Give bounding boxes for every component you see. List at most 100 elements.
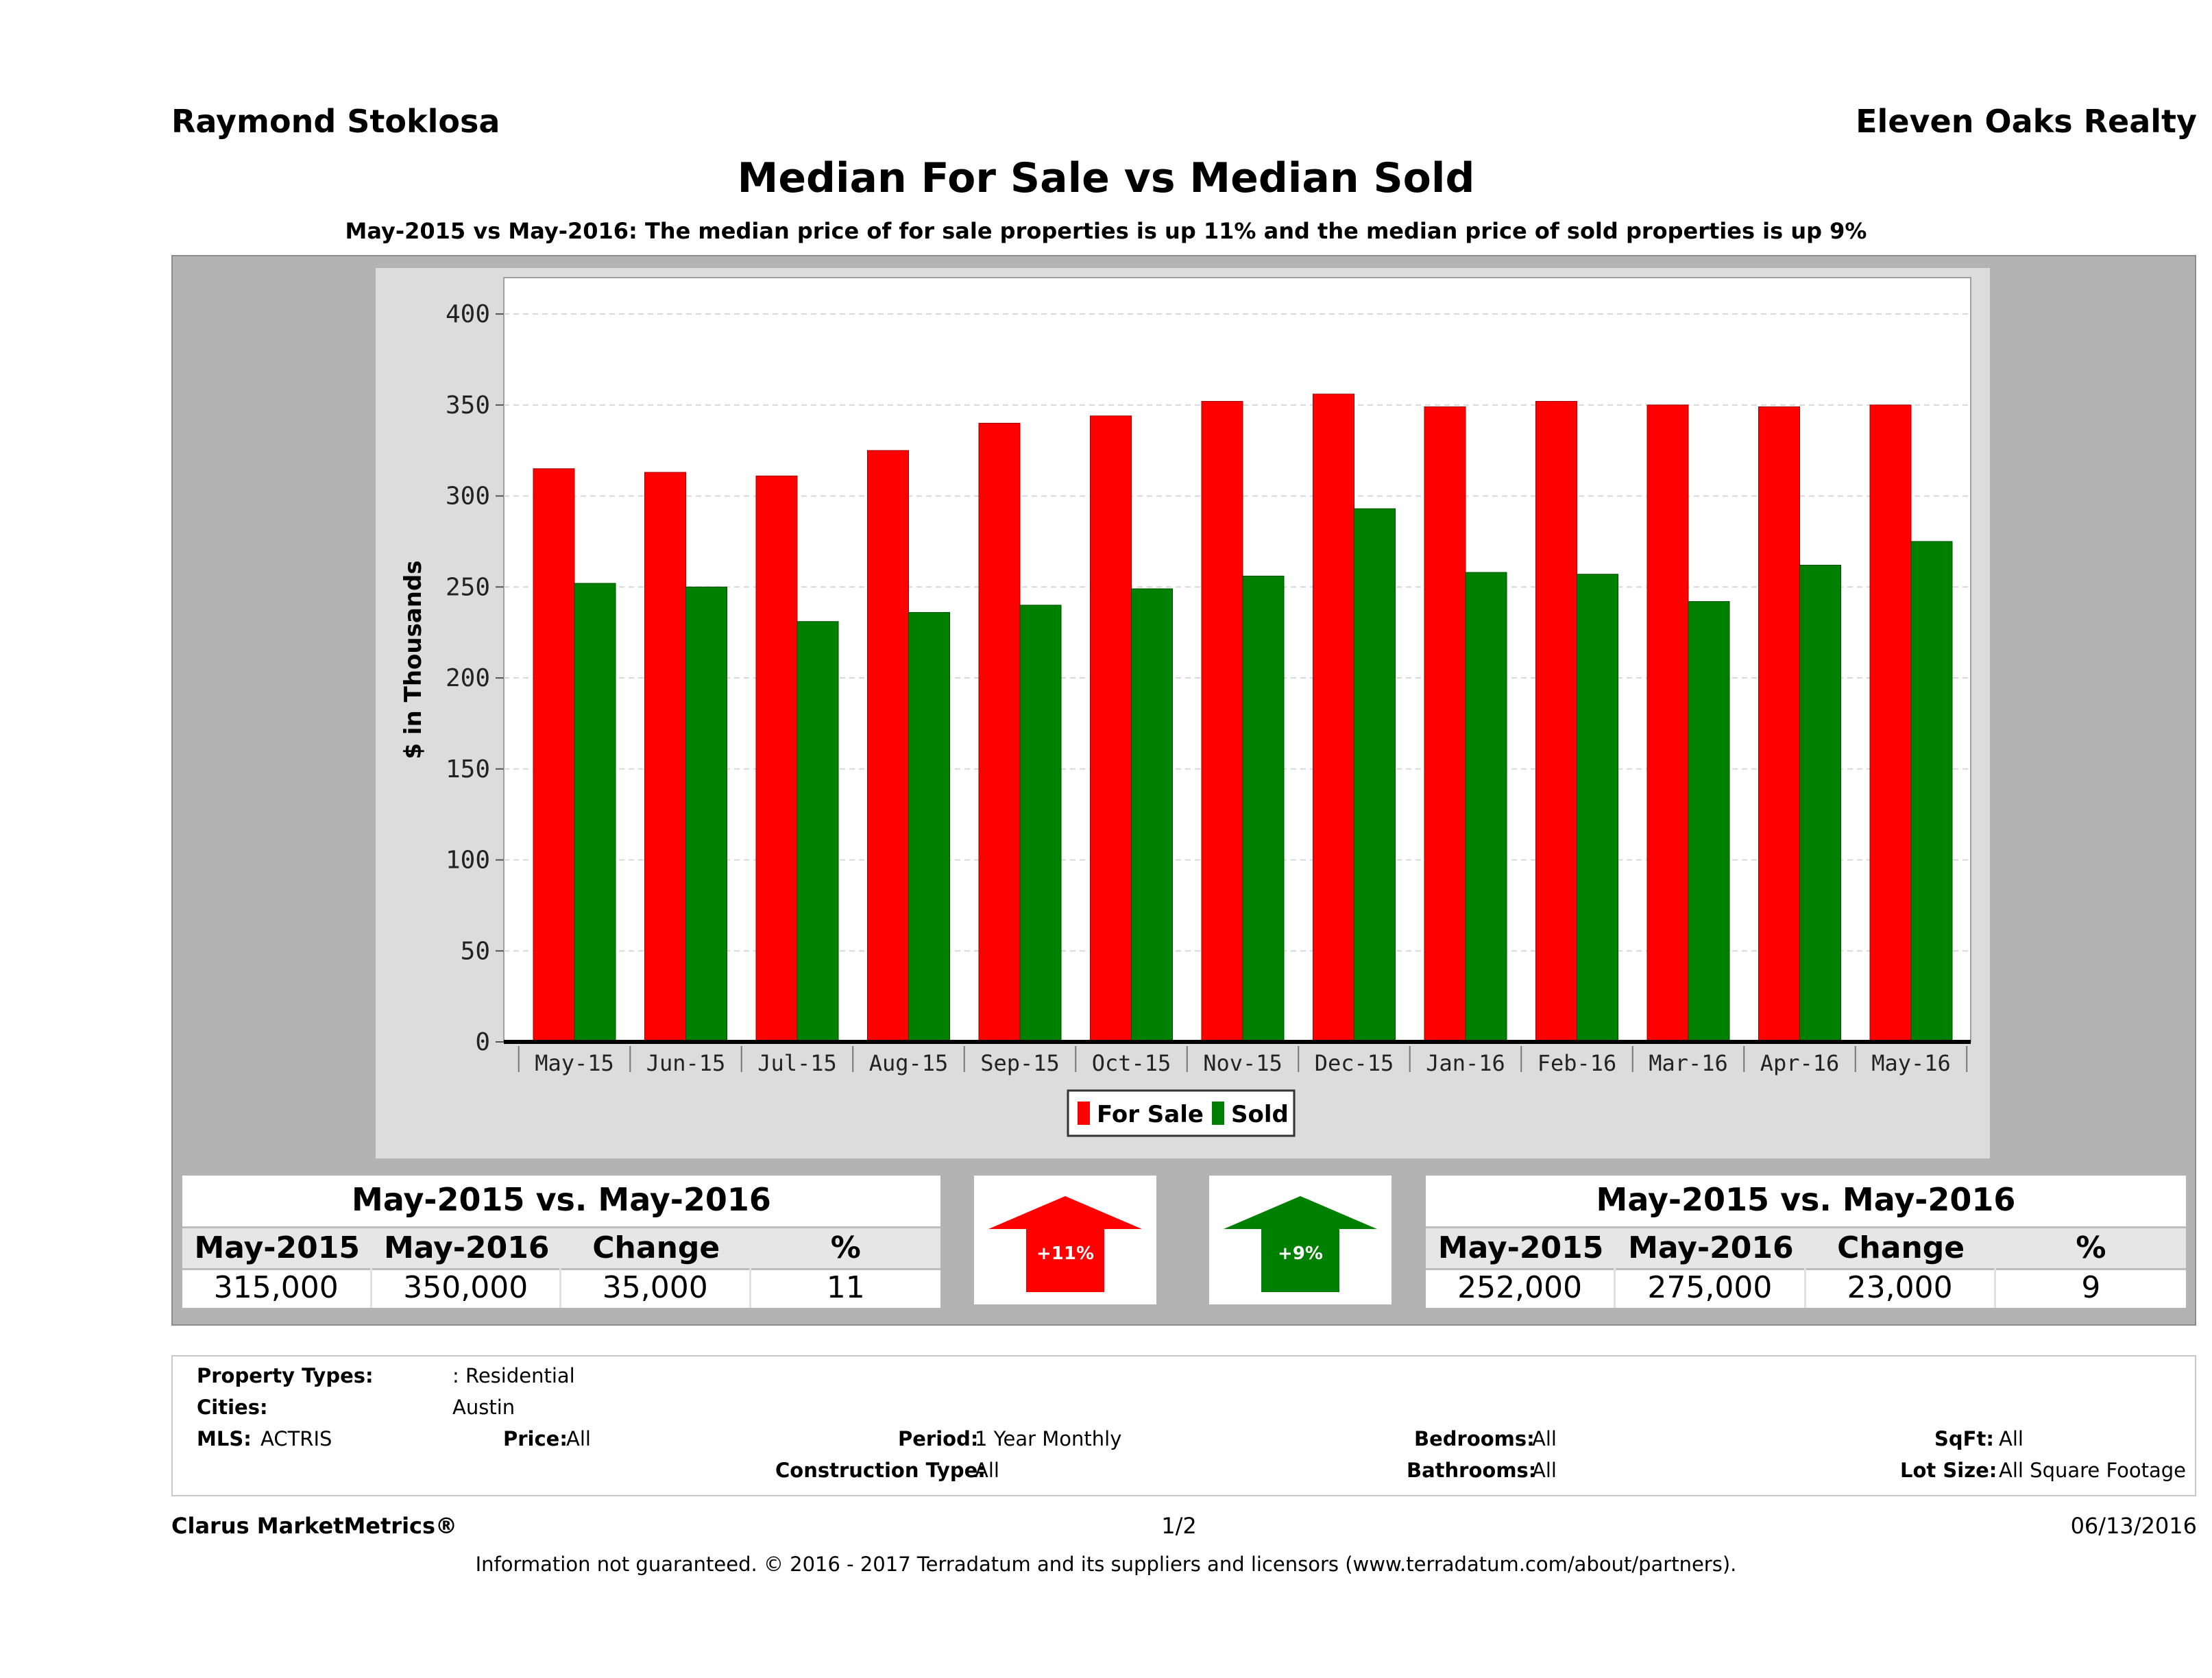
x-tick-label: Mar-16 — [1649, 1050, 1728, 1076]
bar-for-sale — [1201, 401, 1243, 1043]
x-tick-label: Jan-16 — [1426, 1050, 1505, 1076]
bathrooms-value: All — [1532, 1459, 1557, 1482]
bar-for-sale — [978, 422, 1021, 1043]
table-cell: 252,000 — [1426, 1268, 1616, 1308]
table-cell: 350,000 — [372, 1268, 561, 1308]
table-cell: 23,000 — [1806, 1268, 1996, 1308]
construction-type-value: All — [975, 1459, 999, 1482]
bar-for-sale — [1758, 406, 1800, 1043]
sold-arrow-label: +9% — [1278, 1243, 1323, 1264]
y-tick-label: 0 — [475, 1028, 490, 1056]
for-sale-change-arrow: +11% — [974, 1176, 1156, 1304]
table-cell: 11 — [826, 1270, 865, 1305]
chart-title: Median For Sale vs Median Sold — [737, 154, 1475, 202]
y-tick-label: 200 — [446, 664, 490, 692]
header-cell: % — [830, 1230, 861, 1265]
footer-brand: Clarus MarketMetrics® — [171, 1513, 458, 1539]
price-value: All — [566, 1427, 591, 1450]
bar-for-sale — [533, 468, 575, 1043]
mls-value: ACTRIS — [260, 1427, 332, 1450]
y-tick-label: 250 — [446, 573, 490, 601]
sold-table-header: May-2015 May-2016 Change % — [1426, 1226, 2186, 1270]
legend-label-sold: Sold — [1231, 1101, 1289, 1128]
x-tick-label: Feb-16 — [1538, 1050, 1617, 1076]
bar-for-sale — [867, 450, 909, 1043]
y-tick-label: 300 — [446, 483, 490, 511]
table-cell: 315,000 — [182, 1268, 372, 1308]
header-cell: May-2016 — [1628, 1230, 1794, 1265]
x-tick-label: Jul-15 — [757, 1050, 837, 1076]
price-label: Price: — [503, 1427, 568, 1450]
header-cell: May-2015 — [194, 1230, 361, 1265]
lot-size-label: Lot Size: — [1900, 1459, 1997, 1482]
x-tick-label: Oct-15 — [1092, 1050, 1171, 1076]
bar-sold — [908, 611, 950, 1043]
bar-sold — [1688, 601, 1730, 1043]
y-tick-label: 50 — [461, 937, 490, 965]
x-tick-label: Apr-16 — [1760, 1050, 1840, 1076]
bar-for-sale — [1869, 404, 1912, 1043]
bar-for-sale — [644, 472, 686, 1043]
legend-label-for-sale: For Sale — [1097, 1101, 1204, 1128]
header-cell: Change — [592, 1230, 720, 1265]
bar-sold — [685, 586, 727, 1043]
bar-for-sale — [1424, 406, 1466, 1043]
sold-change-arrow: +9% — [1209, 1176, 1391, 1304]
agent-name: Raymond Stoklosa — [171, 103, 500, 140]
bar-for-sale — [755, 475, 798, 1043]
bar-sold — [1577, 574, 1618, 1043]
lot-size-value: All Square Footage — [1999, 1459, 2187, 1482]
header-cell: % — [2076, 1230, 2106, 1265]
for-sale-arrow-label: +11% — [1036, 1243, 1094, 1264]
cities-label: Cities: — [197, 1396, 268, 1419]
for-sale-table-row: 315,000 350,000 35,000 11 — [182, 1268, 940, 1308]
period-label: Period: — [898, 1427, 979, 1450]
construction-type-label: Construction Type: — [775, 1459, 986, 1482]
disclaimer: Information not guaranteed. © 2016 - 201… — [475, 1553, 1737, 1576]
for-sale-table-title: May-2015 vs. May-2016 — [352, 1181, 771, 1218]
property-types-label: Property Types: — [197, 1364, 374, 1387]
bar-for-sale — [1313, 393, 1354, 1043]
table-cell: 275,000 — [1616, 1268, 1806, 1308]
x-tick-label: Aug-15 — [869, 1050, 949, 1076]
bar-chart: 0 50 100 150 200 250 300 350 400 $ in Thousands Ma… — [400, 277, 1971, 1137]
header-cell: May-2016 — [383, 1230, 550, 1265]
property-types-value: : Residential — [452, 1364, 575, 1387]
sold-table-row: 252,000 275,000 23,000 9 — [1426, 1268, 2186, 1308]
bar-sold — [1242, 575, 1285, 1043]
table-cell: 35,000 — [561, 1268, 751, 1308]
for-sale-summary-table: May-2015 vs. May-2016 May-2015 May-2016 … — [182, 1176, 940, 1308]
chart-area: 0 50 100 150 200 250 300 350 400 $ in Thousands Ma… — [376, 268, 1990, 1158]
y-axis-label: $ in Thousands — [400, 560, 427, 759]
bar-sold — [1799, 564, 1841, 1043]
bar-for-sale — [1646, 404, 1689, 1043]
table-cell: 9 — [2081, 1270, 2101, 1305]
bar-sold — [1131, 588, 1173, 1043]
x-tick-label: Nov-15 — [1203, 1050, 1283, 1076]
x-tick-label: Dec-15 — [1315, 1050, 1394, 1076]
bar-sold — [1354, 508, 1396, 1043]
cities-value: Austin — [452, 1396, 515, 1419]
legend — [1067, 1089, 1296, 1137]
x-tick-label: Sep-15 — [980, 1050, 1060, 1076]
bar-for-sale — [1535, 401, 1577, 1043]
sqft-value: All — [1999, 1427, 2023, 1450]
legend-swatch-for-sale — [1078, 1102, 1090, 1125]
up-arrow-icon: +9% — [1224, 1196, 1377, 1292]
x-tick-label: May-16 — [1871, 1050, 1951, 1076]
for-sale-table-header: May-2015 May-2016 Change % — [182, 1226, 940, 1270]
page-number: 1/2 — [1161, 1513, 1197, 1539]
legend-swatch-sold — [1212, 1102, 1224, 1125]
search-criteria-box — [171, 1355, 2196, 1496]
y-tick-label: 400 — [446, 300, 490, 328]
bedrooms-value: All — [1532, 1427, 1557, 1450]
period-value: 1 Year Monthly — [975, 1427, 1122, 1450]
sold-table-title: May-2015 vs. May-2016 — [1596, 1181, 2016, 1218]
header-cell: May-2015 — [1437, 1230, 1604, 1265]
y-tick-label: 350 — [446, 391, 490, 420]
mls-label: MLS: — [197, 1427, 252, 1450]
up-arrow-icon: +11% — [988, 1196, 1142, 1292]
bar-sold — [574, 583, 616, 1043]
report-date: 06/13/2016 — [2070, 1513, 2197, 1539]
bar-sold — [1910, 541, 1953, 1043]
